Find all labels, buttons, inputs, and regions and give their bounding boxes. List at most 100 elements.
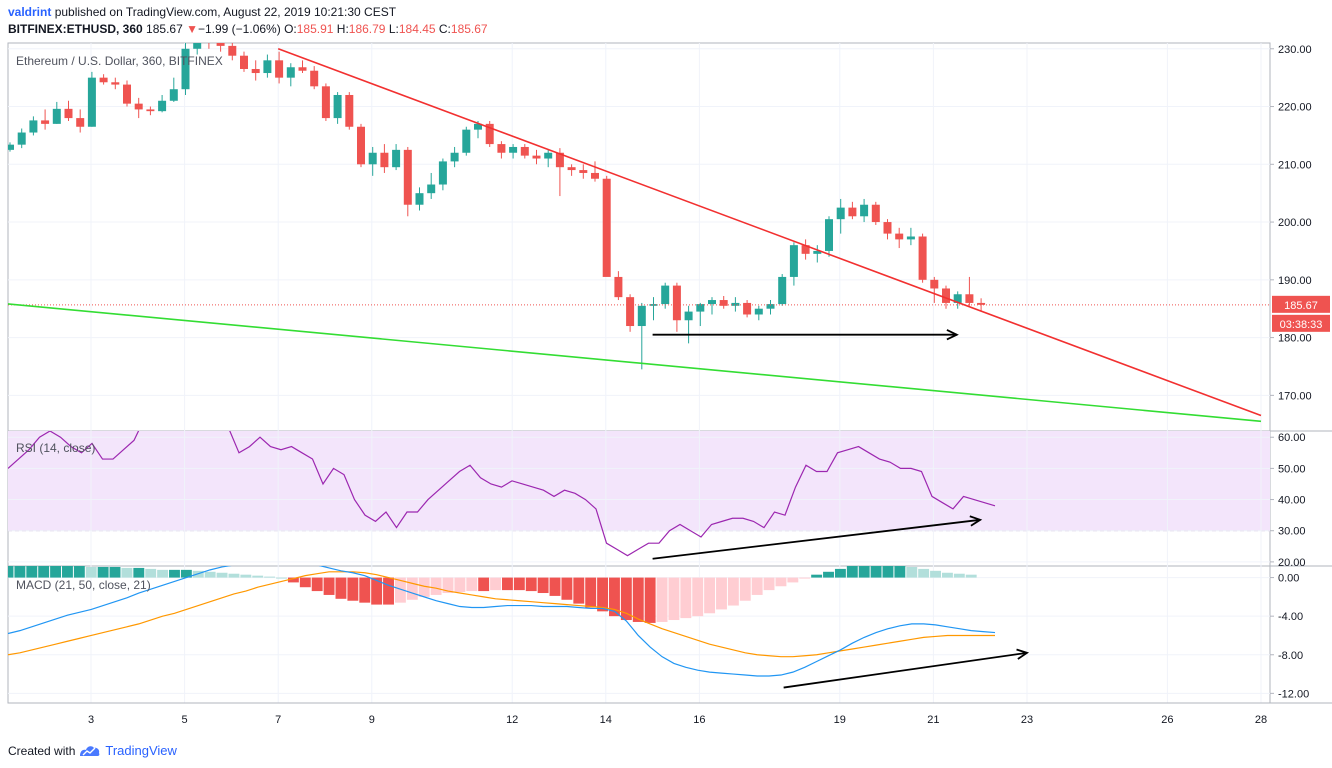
macd-histogram-bar — [240, 574, 252, 578]
price-pane-title: Ethereum / U.S. Dollar, 360, BITFINEX — [16, 54, 223, 68]
candle-body — [263, 60, 272, 74]
macd-pane — [8, 566, 1030, 689]
candle-body — [696, 304, 705, 312]
candle-body — [883, 222, 892, 234]
candle-body — [567, 167, 576, 171]
candle-body — [52, 108, 61, 124]
macd-histogram-bar — [323, 577, 335, 595]
macd-histogram-bar — [680, 577, 692, 619]
candle-body — [228, 45, 237, 56]
candle-body — [637, 305, 646, 327]
macd-pane-title: MACD (21, 50, close, 21) — [16, 578, 151, 592]
candle-body — [579, 170, 588, 173]
macd-histogram-bar — [739, 577, 751, 601]
macd-histogram-bar — [406, 577, 418, 600]
macd-histogram-bar — [442, 577, 454, 594]
rsi-tick-label: 60.00 — [1278, 432, 1306, 444]
macd-histogram-bar — [751, 577, 763, 595]
macd-histogram-bar — [287, 577, 299, 583]
x-tick-label: 7 — [275, 714, 281, 726]
macd-histogram-bar — [169, 569, 180, 578]
macd-histogram-bar — [656, 577, 668, 622]
x-tick-label: 28 — [1255, 714, 1267, 726]
macd-histogram-bar — [276, 577, 287, 579]
macd-histogram-bar — [371, 577, 383, 605]
green-trendline — [8, 303, 1262, 423]
last-price-badge — [1272, 295, 1330, 313]
macd-histogram-bar — [918, 568, 930, 578]
candle-body — [918, 236, 927, 280]
macd-histogram-bar — [668, 577, 680, 621]
candle-body — [275, 60, 284, 78]
rsi-band — [8, 431, 1270, 531]
macd-histogram-bar — [133, 567, 145, 578]
macd-histogram-bar — [394, 577, 406, 603]
candle-body — [450, 152, 459, 162]
macd-histogram-bar — [145, 568, 157, 578]
candle-body — [76, 118, 85, 127]
rsi-tick-label: 30.00 — [1278, 526, 1306, 538]
macd-histogram-bar — [383, 577, 394, 605]
macd-tick-label: 0.00 — [1278, 573, 1299, 585]
price-tick-label: 200.00 — [1278, 217, 1312, 229]
candle-body — [123, 84, 131, 104]
candle-body — [298, 67, 307, 71]
candle-body — [403, 149, 412, 205]
candle-body — [591, 172, 599, 179]
macd-histogram-bar — [537, 577, 549, 594]
candle-body — [977, 302, 986, 305]
macd-histogram-bar — [597, 577, 609, 612]
arrow-head — [1016, 648, 1030, 660]
arrow-shaft — [652, 518, 981, 560]
macd-histogram-bar — [882, 566, 894, 578]
candle-body — [87, 77, 96, 127]
x-tick-label: 12 — [506, 714, 518, 726]
candle-body — [602, 178, 611, 277]
candle-body — [801, 245, 810, 254]
macd-histogram-bar — [299, 577, 311, 588]
macd-signal-line — [8, 571, 995, 658]
rsi-tick-label: 50.00 — [1278, 463, 1306, 475]
macd-histogram-bar — [14, 566, 26, 578]
macd-histogram-bar — [97, 566, 109, 578]
macd-histogram-bar — [953, 573, 965, 578]
macd-histogram-bar — [799, 577, 811, 579]
macd-histogram-bar — [716, 577, 727, 610]
candle-body — [169, 89, 178, 101]
candle-body — [111, 82, 120, 85]
macd-histogram-bar — [8, 566, 14, 578]
candle-body — [906, 236, 915, 240]
candle-body — [942, 288, 950, 303]
candle-body — [380, 152, 389, 168]
candle-body — [8, 144, 14, 150]
macd-histogram-bar — [727, 577, 739, 606]
macd-histogram-bar — [846, 566, 858, 578]
macd-histogram-bar — [50, 566, 62, 578]
rsi-pane-title: RSI (14, close) — [16, 441, 95, 455]
candle-body — [310, 70, 319, 87]
candle-body — [871, 204, 880, 223]
tradingview-brand[interactable]: TradingView — [105, 743, 177, 758]
macd-histogram-bar — [763, 577, 775, 591]
macd-histogram-bar — [466, 577, 478, 592]
created-with-text: Created with — [8, 743, 76, 758]
macd-histogram-bar — [632, 577, 644, 622]
macd-histogram-bar — [109, 566, 121, 578]
candle-body — [708, 300, 716, 305]
macd-histogram-bar — [359, 577, 371, 603]
candle-body — [532, 155, 541, 159]
macd-histogram-bar — [418, 577, 430, 597]
candle-body — [731, 302, 740, 306]
last-price: 185.67 — [146, 22, 183, 36]
macd-histogram-bar — [573, 577, 585, 604]
publish-text: published on TradingView.com, August 22,… — [54, 5, 397, 19]
candle-body — [415, 193, 424, 205]
candle-body — [17, 132, 26, 145]
x-tick-label: 3 — [88, 714, 94, 726]
author-name[interactable]: valdrint — [8, 5, 52, 19]
candle-body — [509, 146, 518, 153]
macd-histogram-bar — [870, 566, 882, 578]
macd-histogram-bar — [478, 577, 490, 592]
macd-histogram-bar — [906, 566, 918, 578]
